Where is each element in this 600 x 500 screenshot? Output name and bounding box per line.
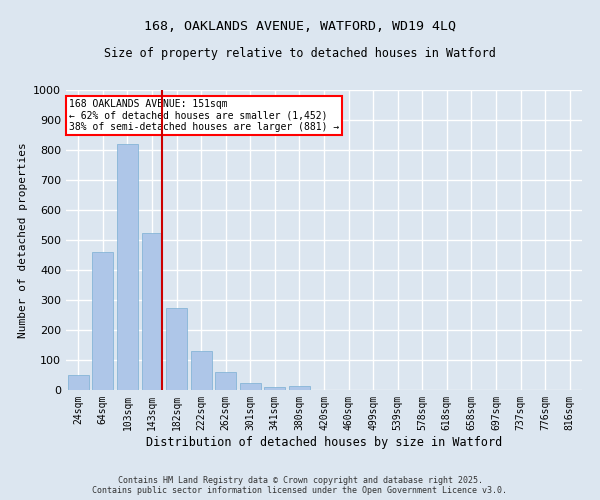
Text: Size of property relative to detached houses in Watford: Size of property relative to detached ho…	[104, 48, 496, 60]
Bar	[68, 375, 89, 390]
Bar	[215, 372, 236, 390]
Bar	[117, 144, 138, 390]
Bar	[289, 386, 310, 390]
Text: 168 OAKLANDS AVENUE: 151sqm
← 62% of detached houses are smaller (1,452)
38% of : 168 OAKLANDS AVENUE: 151sqm ← 62% of det…	[68, 99, 339, 132]
Text: 168, OAKLANDS AVENUE, WATFORD, WD19 4LQ: 168, OAKLANDS AVENUE, WATFORD, WD19 4LQ	[144, 20, 456, 33]
Bar	[265, 387, 286, 390]
Bar	[142, 232, 163, 390]
Bar	[92, 252, 113, 390]
X-axis label: Distribution of detached houses by size in Watford: Distribution of detached houses by size …	[146, 436, 502, 448]
Bar	[191, 351, 212, 390]
Bar	[166, 308, 187, 390]
Bar	[240, 382, 261, 390]
Y-axis label: Number of detached properties: Number of detached properties	[17, 142, 28, 338]
Text: Contains HM Land Registry data © Crown copyright and database right 2025.
Contai: Contains HM Land Registry data © Crown c…	[92, 476, 508, 495]
